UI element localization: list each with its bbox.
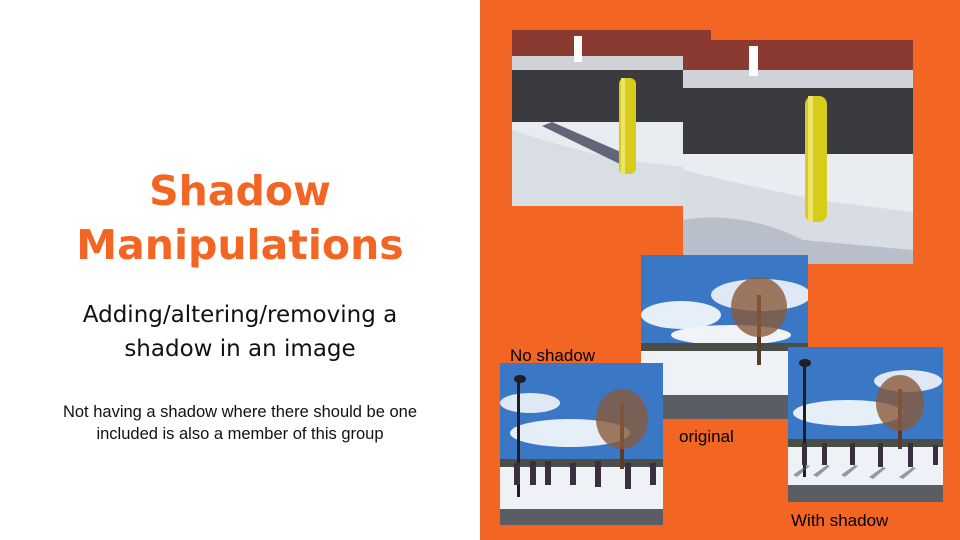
text-panel: Shadow Manipulations Adding/altering/rem…	[30, 164, 450, 445]
title-line-1: Shadow	[149, 167, 331, 215]
subtitle-line-1: Adding/altering/removing a	[82, 302, 398, 328]
image-panel: No shadow original With shadow	[480, 0, 960, 540]
slide-subtitle: Adding/altering/removing a shadow in an …	[40, 298, 440, 366]
note-line-1: Not having a shadow where there should b…	[62, 403, 418, 421]
caption-with-shadow: With shadow	[791, 511, 889, 530]
no-shadow-scene-photo	[500, 363, 663, 525]
slide-title: Shadow Manipulations	[40, 164, 440, 272]
with-shadow-scene-photo	[788, 347, 943, 502]
bollard-photo-with-shadow	[512, 30, 711, 206]
bollard-photo-no-shadow	[683, 40, 913, 264]
caption-no-shadow: No shadow	[510, 346, 596, 365]
subtitle-line-2: shadow in an image	[124, 336, 356, 362]
slide-note: Not having a shadow where there should b…	[30, 401, 450, 445]
original-scene-photo	[641, 255, 808, 419]
note-line-2: included is also a member of this group	[96, 425, 384, 443]
title-line-2: Manipulations	[76, 221, 404, 269]
caption-original: original	[679, 427, 734, 446]
